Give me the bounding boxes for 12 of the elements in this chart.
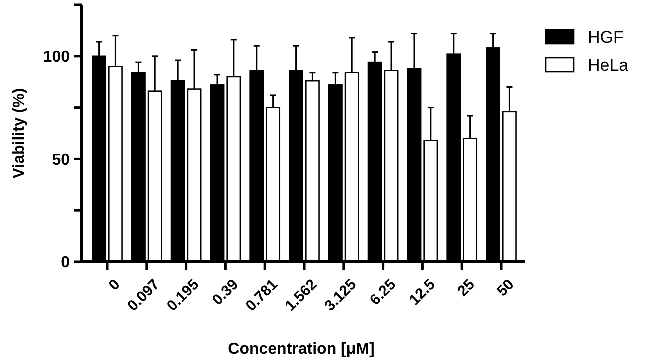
y-tick-label: 100 [43,49,70,66]
y-tick-label: 0 [61,254,70,272]
x-tick-label: 6.25 [366,276,400,309]
legend-label: HGF [588,28,624,47]
y-axis-title: Viability (%) [11,88,28,179]
x-tick-label: 0 [106,276,124,294]
x-tick-label: 0.39 [209,276,242,309]
x-axis-title: Concentration [μM] [228,341,375,358]
y-tick-label: 50 [52,152,70,169]
x-tick-label: 25 [454,276,478,300]
legend-label: HeLa [588,56,630,75]
x-tick-label: 50 [494,276,518,300]
